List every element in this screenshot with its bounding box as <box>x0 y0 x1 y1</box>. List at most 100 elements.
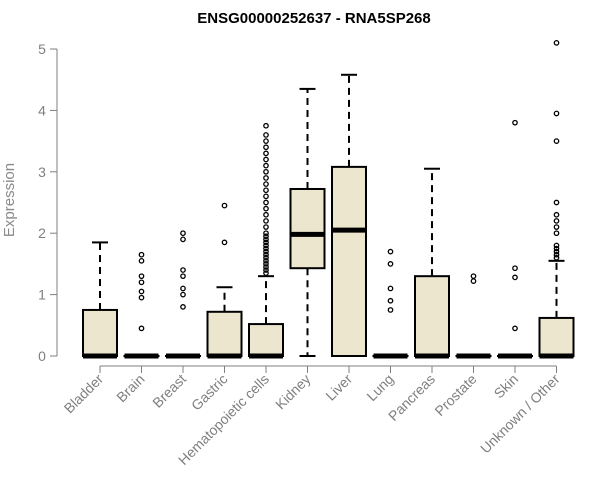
outlier-point <box>263 233 269 240</box>
outlier-point <box>553 218 560 224</box>
outlier-point <box>138 251 145 258</box>
outlier-point <box>263 168 269 175</box>
box <box>538 316 575 358</box>
outlier-point <box>263 156 269 163</box>
outlier-point <box>512 274 518 281</box>
outlier-point <box>263 132 269 138</box>
x-tick-label: Prostate <box>431 371 479 419</box>
y-tick-label: 2 <box>38 225 46 241</box>
chart-title: ENSG00000252637 - RNA5SP268 <box>197 10 430 27</box>
x-tick-label: Brain <box>113 371 147 405</box>
outlier-point <box>138 257 145 264</box>
box <box>206 310 243 357</box>
outlier-point <box>263 199 269 206</box>
outlier-point <box>180 230 186 237</box>
outlier-point <box>263 242 269 249</box>
outlier-point <box>553 230 560 237</box>
outlier-point <box>263 211 269 218</box>
outlier-point <box>221 239 228 246</box>
outlier-point <box>263 257 269 264</box>
outlier-point <box>553 199 560 206</box>
outlier-point <box>138 273 145 280</box>
outlier-point <box>263 264 269 270</box>
outlier-point <box>263 270 269 276</box>
box-group-breast <box>165 230 201 359</box>
x-tick-label: Liver <box>322 371 355 404</box>
y-tick-label: 3 <box>38 164 46 180</box>
x-tick-label: Skin <box>491 371 522 402</box>
outlier-point <box>263 236 269 243</box>
outlier-point <box>263 205 269 212</box>
y-axis: 0 1 2 3 4 5 <box>38 41 58 364</box>
outlier-point <box>470 278 477 284</box>
box-group-brain <box>123 251 160 359</box>
outlier-point <box>263 175 269 181</box>
outlier-point <box>263 122 269 129</box>
outlier-point <box>263 245 269 252</box>
box <box>414 275 450 357</box>
outlier-point <box>553 245 560 252</box>
outlier-point <box>512 119 518 126</box>
outlier-point <box>263 248 269 255</box>
outlier-point <box>263 144 269 151</box>
x-tick-label: Bladder <box>61 371 107 417</box>
plot-area <box>82 40 575 359</box>
outlier-point <box>263 162 269 169</box>
outlier-point <box>180 273 186 280</box>
x-tick-label: Kidney <box>272 371 314 413</box>
outlier-point <box>180 291 186 298</box>
outlier-point <box>263 218 269 224</box>
outlier-point <box>387 261 394 267</box>
box-group-liver <box>331 73 367 357</box>
y-tick-label: 4 <box>38 102 46 118</box>
box-group-skin <box>497 119 533 359</box>
outlier-point <box>138 294 145 301</box>
box-group-pancreas <box>414 167 450 359</box>
x-tick-label: Unknown / Other <box>477 371 563 457</box>
outlier-point <box>263 181 269 187</box>
box-group-gastric <box>206 202 243 359</box>
box-group-hematopoietic-cells <box>248 122 284 359</box>
outlier-point <box>387 297 394 304</box>
y-tick-label: 1 <box>38 287 46 303</box>
box <box>248 323 284 357</box>
outlier-point <box>180 285 186 292</box>
outlier-point <box>263 138 269 144</box>
outlier-point <box>553 242 560 249</box>
box-group-unknown-other <box>538 40 575 359</box>
outlier-point <box>180 267 186 273</box>
outlier-point <box>263 261 269 267</box>
outlier-point <box>263 254 269 261</box>
outlier-point <box>553 254 560 261</box>
outlier-point <box>263 187 269 194</box>
outlier-point <box>553 248 560 255</box>
x-tick-label: Breast <box>149 371 189 411</box>
outlier-point <box>263 239 269 246</box>
outlier-point <box>138 325 145 332</box>
outlier-point <box>180 304 186 310</box>
outlier-point <box>263 267 269 273</box>
outlier-point <box>553 40 560 46</box>
x-tick-label: Lung <box>363 371 396 404</box>
outlier-point <box>553 211 560 218</box>
box-group-bladder <box>82 241 118 359</box>
box-group-lung <box>372 248 409 359</box>
box <box>331 165 367 357</box>
y-axis-label: Expression <box>1 163 18 237</box>
outlier-point <box>512 325 518 332</box>
outlier-point <box>138 279 145 286</box>
outlier-point <box>553 224 560 230</box>
outlier-point <box>470 273 477 280</box>
y-tick-label: 5 <box>38 41 46 57</box>
outlier-point <box>553 251 560 258</box>
box <box>82 308 118 358</box>
outlier-point <box>512 265 518 272</box>
box-group-prostate <box>455 273 492 359</box>
outlier-point <box>138 288 145 295</box>
box <box>289 187 326 270</box>
outlier-point <box>553 110 560 117</box>
outlier-point <box>263 193 269 200</box>
outlier-point <box>263 230 269 237</box>
